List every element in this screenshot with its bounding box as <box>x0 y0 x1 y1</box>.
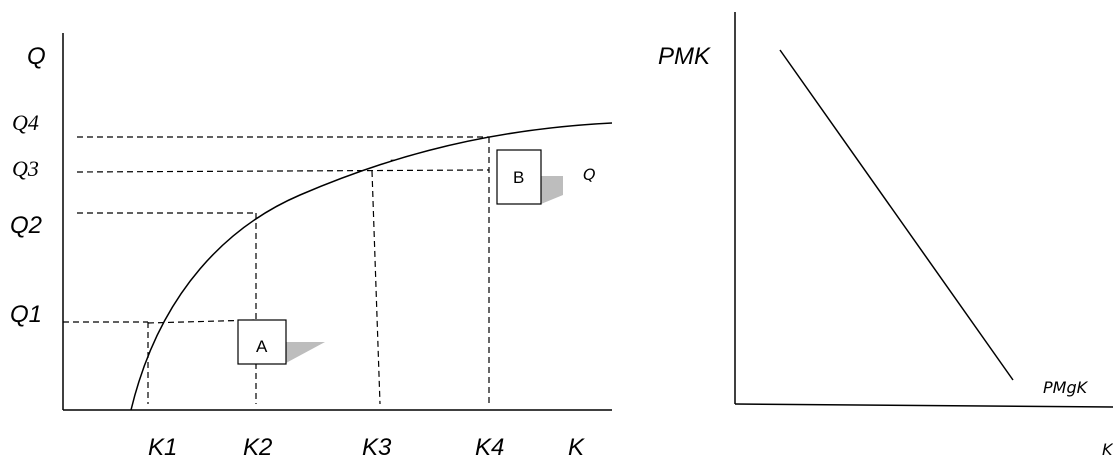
left-y-axis-label: Q <box>27 43 46 70</box>
curve-label: Q <box>583 165 596 184</box>
x-tick-k1: K1 <box>148 434 177 459</box>
x-tick-k4: K4 <box>475 434 504 459</box>
left-production-function: Q Q4 Q3 Q2 Q1 K1 K2 K3 K4 K Q - A B <box>10 33 613 459</box>
callout-a-pointer <box>286 342 325 363</box>
callout-b-pointer <box>541 176 563 204</box>
q1-k2-guide <box>147 319 256 324</box>
y-tick-q1: Q1 <box>10 301 42 328</box>
stray-mark: - <box>390 150 396 169</box>
right-marginal-product: PMK PMgK K <box>658 12 1113 459</box>
callout-a-text: A <box>256 337 268 356</box>
y-tick-q2: Q2 <box>10 212 42 239</box>
marginal-product-label: PMgK <box>1043 378 1089 397</box>
left-x-axis-label: K <box>568 434 585 459</box>
callout-a-box <box>237 319 287 365</box>
y-tick-q4: Q4 <box>12 110 39 135</box>
x-tick-k3: K3 <box>362 434 392 459</box>
callout-b: B <box>496 149 563 205</box>
right-y-axis-label: PMK <box>658 43 711 70</box>
total-product-curve <box>130 122 613 411</box>
right-x-axis <box>734 403 1113 408</box>
callout-b-text: B <box>513 168 524 187</box>
q3-guide <box>76 169 490 173</box>
x-tick-k2: K2 <box>243 434 272 459</box>
right-x-axis-label: K <box>1102 440 1113 459</box>
callout-a: A <box>237 319 325 365</box>
marginal-product-line <box>779 49 1014 381</box>
y-tick-q3: Q3 <box>12 156 39 181</box>
callout-b-box <box>496 149 542 205</box>
k3-guide <box>371 170 381 405</box>
